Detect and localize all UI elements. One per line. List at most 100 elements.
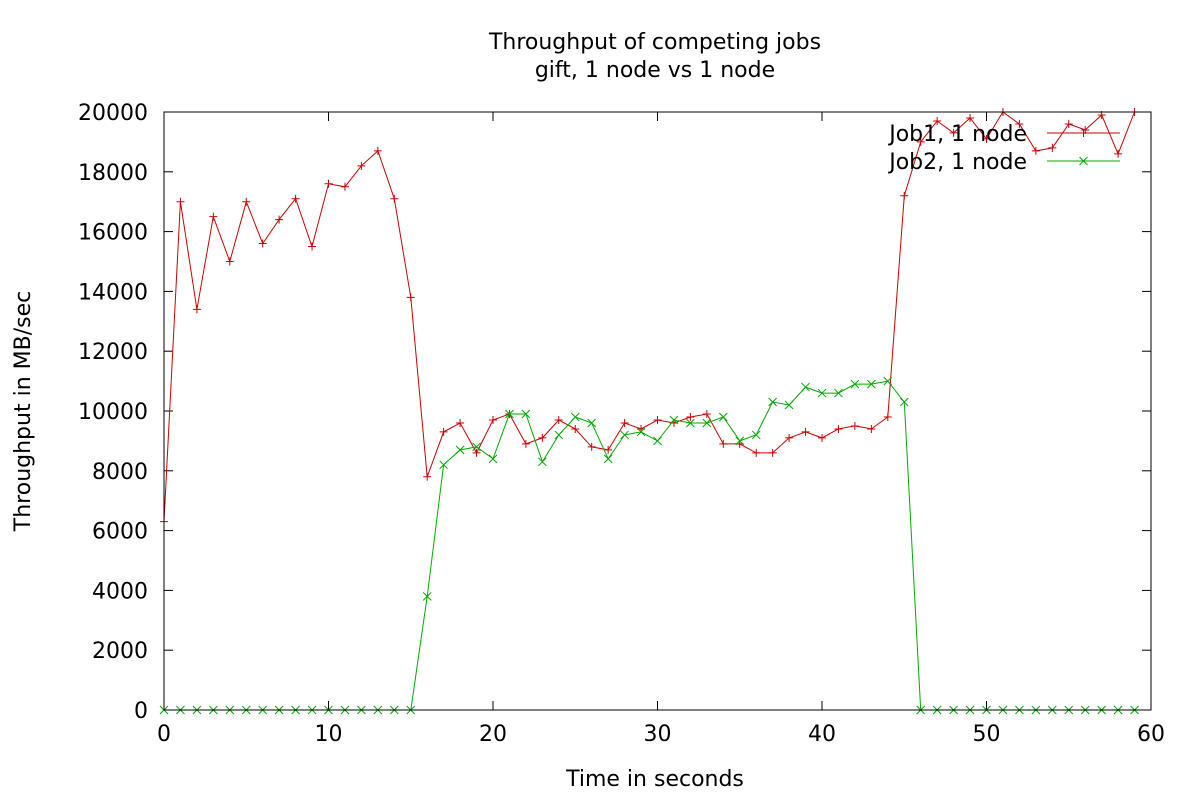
- data-point-job2: [505, 409, 514, 419]
- y-tick-label: 2000: [92, 639, 148, 664]
- chart-subtitle: gift, 1 node vs 1 node: [535, 58, 775, 83]
- data-point-job2: [620, 430, 629, 440]
- data-point-job1: [982, 134, 991, 143]
- x-tick-label: 60: [1137, 722, 1165, 747]
- data-point-job1: [587, 442, 596, 451]
- data-point-job1: [604, 445, 613, 454]
- data-point-job1: [653, 415, 662, 424]
- y-tick-label: 10000: [78, 400, 148, 425]
- data-point-job2: [521, 409, 531, 419]
- y-tick-label: 4000: [92, 579, 148, 604]
- data-point-job1: [933, 116, 942, 125]
- data-point-job2: [439, 460, 449, 470]
- data-point-job1: [686, 412, 695, 421]
- data-point-job1: [834, 424, 843, 433]
- data-point-job1: [373, 146, 382, 155]
- data-point-job2: [850, 379, 860, 389]
- data-point-job1: [719, 439, 728, 448]
- y-tick-label: 12000: [78, 340, 148, 365]
- data-point-job2: [834, 388, 843, 398]
- data-point-job1: [242, 197, 251, 206]
- y-tick-label: 14000: [78, 280, 148, 305]
- y-tick-label: 0: [134, 699, 148, 724]
- data-point-job1: [340, 182, 349, 191]
- data-point-job1: [1015, 119, 1024, 128]
- data-point-job2: [603, 454, 613, 464]
- data-point-job2: [883, 376, 893, 386]
- data-point-job1: [1031, 146, 1040, 155]
- data-point-job2: [587, 418, 597, 428]
- series-job2: [159, 376, 1139, 715]
- data-point-job1: [225, 257, 234, 266]
- data-point-job2: [718, 412, 728, 422]
- data-point-job1: [801, 427, 810, 436]
- data-point-job2: [422, 592, 432, 601]
- data-point-job2: [686, 418, 695, 428]
- data-point-job1: [439, 427, 448, 436]
- data-point-job1: [275, 215, 284, 224]
- data-point-job1: [489, 415, 497, 424]
- data-point-job1: [916, 137, 925, 146]
- y-tick-label: 20000: [78, 101, 148, 126]
- data-point-job2: [636, 427, 646, 437]
- plot-frame: [163, 111, 1152, 711]
- data-point-job1: [192, 305, 201, 314]
- data-point-job1: [1064, 119, 1073, 128]
- data-point-job2: [653, 436, 662, 446]
- data-point-job1: [554, 415, 563, 424]
- data-point-job1: [324, 179, 333, 188]
- x-tick-label: 30: [644, 722, 672, 747]
- data-point-job2: [768, 397, 778, 407]
- ticks-layer: 0 10 20 30 40 50 60 0 2000 4000 6000 8000 10000 12000…: [78, 101, 1165, 747]
- data-point-job2: [899, 397, 909, 407]
- data-point-job2: [669, 415, 679, 425]
- data-point-job1: [785, 433, 794, 442]
- data-point-job1: [818, 433, 826, 442]
- data-point-job1: [357, 161, 366, 170]
- y-tick-label: 6000: [92, 520, 148, 545]
- data-point-job1: [1048, 143, 1057, 152]
- legend-marker-job1: [1079, 129, 1088, 137]
- data-point-job1: [883, 412, 892, 421]
- data-point-job1: [291, 194, 300, 203]
- series-line-job2: [164, 380, 1135, 711]
- data-point-job1: [949, 128, 958, 137]
- x-tick-label: 50: [973, 722, 1001, 747]
- x-tick-label: 0: [157, 722, 171, 747]
- data-point-job2: [570, 412, 580, 422]
- y-tick-label: 16000: [78, 221, 148, 246]
- data-point-job1: [850, 421, 859, 430]
- data-point-job1: [209, 212, 218, 221]
- x-tick-label: 40: [808, 722, 836, 747]
- x-axis-label: Time in seconds: [565, 767, 744, 792]
- data-point-job1: [966, 113, 975, 122]
- data-point-job1: [258, 239, 267, 248]
- data-point-job2: [488, 454, 498, 464]
- data-point-job2: [817, 388, 827, 398]
- y-tick-label: 18000: [78, 161, 148, 186]
- data-point-job1: [456, 418, 465, 427]
- data-point-job2: [751, 430, 761, 440]
- data-point-job1: [752, 448, 761, 457]
- series-job1: [160, 108, 1139, 526]
- data-point-job1: [538, 433, 547, 442]
- x-tick-label: 20: [479, 722, 507, 747]
- chart-title: Throughput of competing jobs: [488, 30, 821, 55]
- data-point-job1: [472, 448, 481, 457]
- data-point-job1: [406, 293, 415, 302]
- y-tick-label: 8000: [92, 460, 148, 485]
- data-point-job1: [1114, 149, 1123, 158]
- data-point-job1: [571, 424, 580, 433]
- data-point-job2: [554, 430, 564, 440]
- series-line-job1: [163, 111, 1135, 522]
- data-point-job1: [390, 194, 399, 203]
- legend-label-job2: Job2, 1 node: [887, 150, 1027, 175]
- data-point-job1: [423, 472, 432, 481]
- data-point-job1: [867, 424, 876, 433]
- data-point-job2: [801, 382, 810, 392]
- series-layer: [159, 108, 1139, 715]
- data-point-job2: [472, 442, 481, 452]
- x-tick-label: 10: [315, 722, 343, 747]
- legend: Job1, 1 node Job2, 1 node: [887, 122, 1120, 175]
